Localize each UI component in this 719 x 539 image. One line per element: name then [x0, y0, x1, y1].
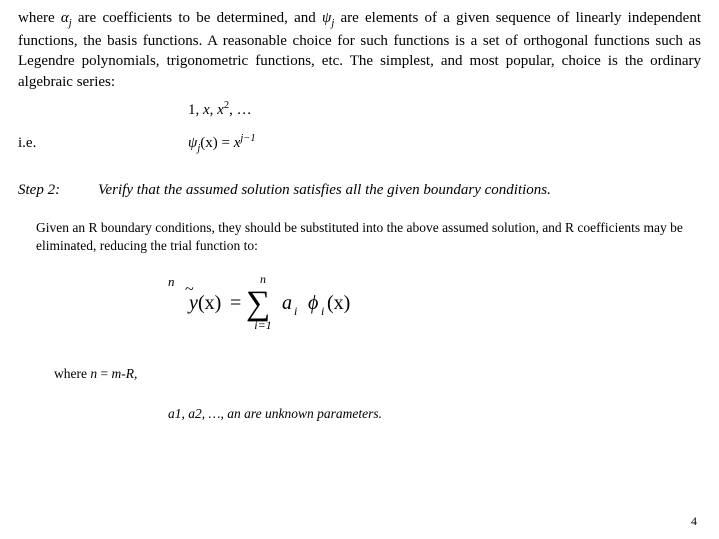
- series-expression: 1, x, x2, …: [188, 100, 701, 119]
- document-page: where αj are coefficients to be determin…: [0, 0, 719, 430]
- unknown-params-line: a1, a2, …, an are unknown parameters.: [168, 406, 701, 422]
- symbol-psi: ψ: [188, 135, 197, 151]
- symbol-psi: ψ: [322, 10, 331, 26]
- arg: (x): [327, 292, 350, 314]
- formula-svg: n y ~ (x) = ∑ n i=1 a i ϕ i (x): [168, 269, 368, 331]
- text: where: [54, 366, 90, 381]
- text: =: [97, 366, 111, 381]
- paragraph-intro: where αj are coefficients to be determin…: [18, 8, 701, 92]
- superscript-jm1: j−1: [240, 133, 255, 144]
- symbol-a: a: [282, 292, 292, 314]
- sum-lower: i=1: [254, 318, 271, 331]
- sum-upper: n: [260, 272, 266, 286]
- given-paragraph: Given an R boundary conditions, they sho…: [36, 219, 683, 255]
- where-line: where n = m-R,: [54, 366, 701, 382]
- symbol-phi: ϕ: [308, 292, 318, 314]
- arg: (x): [198, 292, 221, 314]
- trial-function-formula: n y ~ (x) = ∑ n i=1 a i ϕ i (x): [168, 269, 701, 336]
- page-number: 4: [691, 514, 697, 529]
- subscript-i: i: [321, 304, 324, 318]
- subscript-i: i: [294, 304, 297, 318]
- sum-upper: n: [168, 274, 175, 289]
- symbol-alpha: α: [61, 10, 69, 26]
- psi-formula: ψj(x) = xj−1: [188, 133, 256, 154]
- symbol-x: x: [203, 102, 210, 118]
- text: (x): [200, 135, 218, 151]
- text: 1,: [188, 102, 203, 118]
- step-text: Verify that the assumed solution satisfi…: [98, 182, 701, 199]
- equals: =: [230, 292, 241, 314]
- sigma: ∑: [246, 285, 270, 322]
- text: where: [18, 10, 61, 26]
- ie-label: i.e.: [18, 135, 188, 152]
- ie-definition: i.e. ψj(x) = xj−1: [18, 133, 701, 154]
- step-2-line: Step 2: Verify that the assumed solution…: [18, 182, 701, 199]
- tilde: ~: [185, 281, 194, 298]
- step-label: Step 2:: [18, 182, 98, 199]
- text: are coefficients to be determined, and: [72, 10, 322, 26]
- text-mR: m-R,: [111, 366, 137, 381]
- text: , …: [229, 102, 252, 118]
- text: =: [218, 135, 234, 151]
- symbol-x: x: [217, 102, 224, 118]
